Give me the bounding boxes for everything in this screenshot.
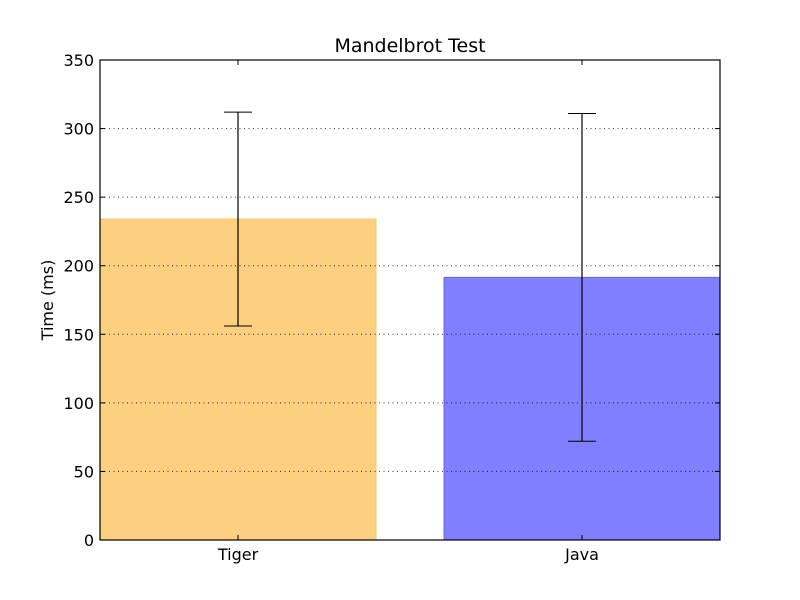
y-tick-label: 50 (74, 462, 94, 481)
y-tick-label: 200 (63, 257, 94, 276)
y-tick-label: 150 (63, 325, 94, 344)
y-tick-label: 250 (63, 188, 94, 207)
y-tick-label: 0 (84, 531, 94, 550)
y-tick-label: 100 (63, 394, 94, 413)
y-tick-label: 300 (63, 120, 94, 139)
x-tick-label: Java (564, 545, 599, 564)
y-tick-label: 350 (63, 51, 94, 70)
y-axis-label: Time (ms) (38, 260, 57, 342)
x-tick-label: Tiger (217, 545, 259, 564)
plot-frame (99, 59, 721, 541)
chart-title: Mandelbrot Test (334, 35, 485, 57)
